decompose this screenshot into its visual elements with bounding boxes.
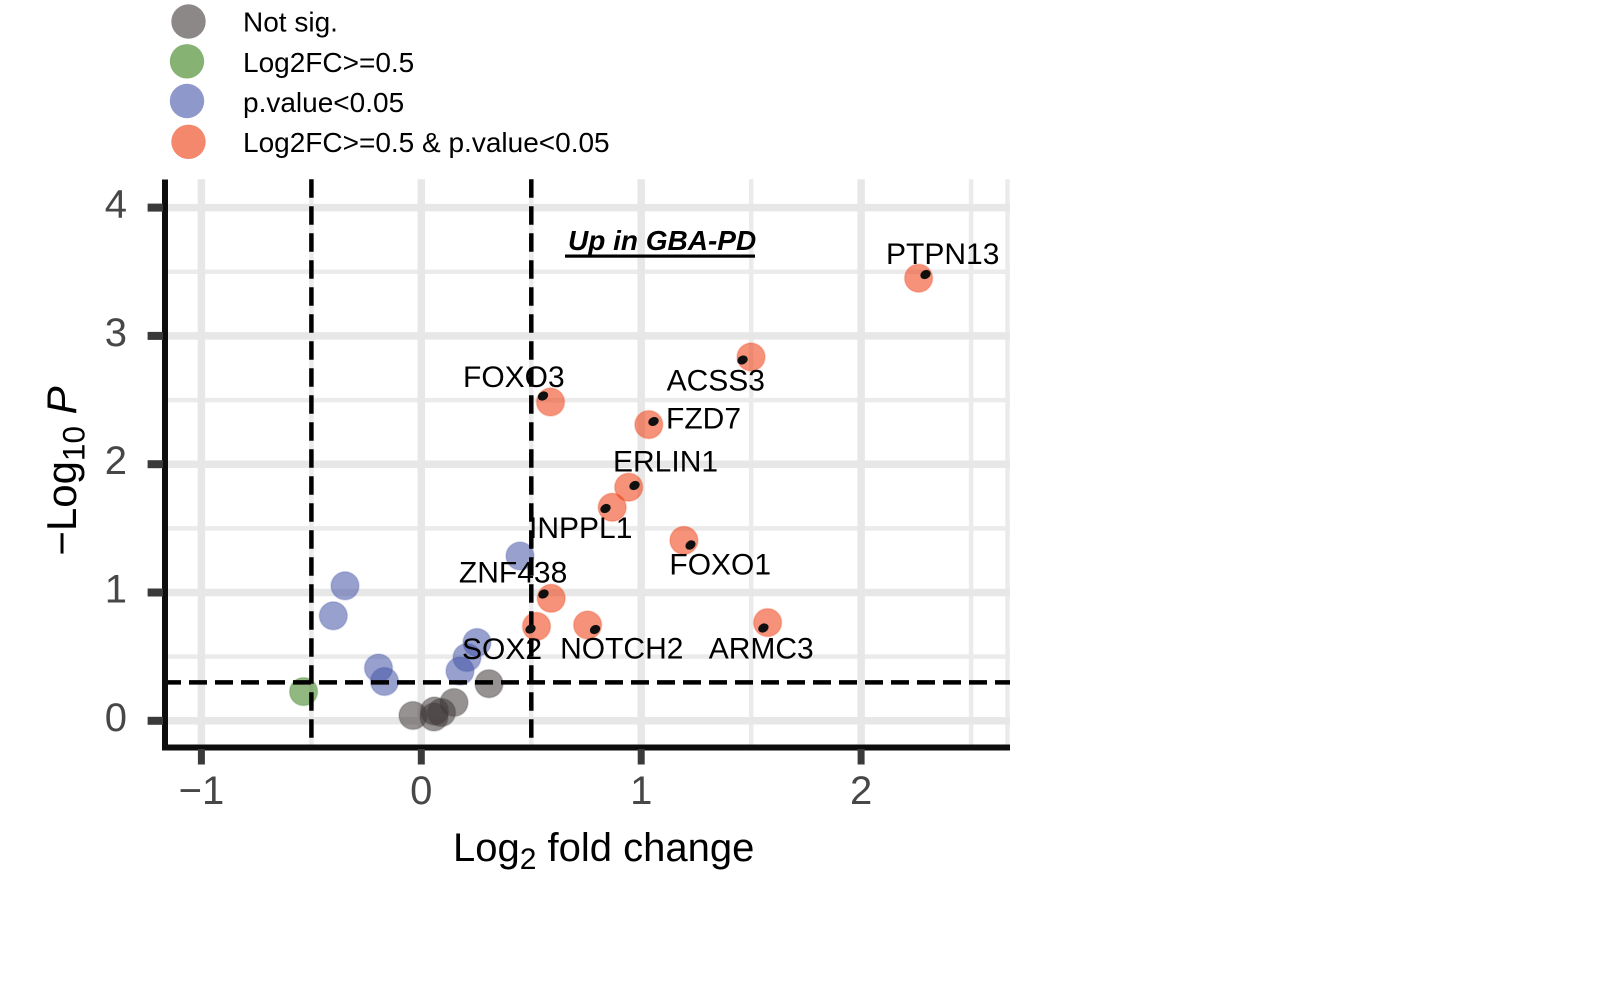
svg-text:Log2FC>=0.5: Log2FC>=0.5: [243, 47, 414, 78]
svg-text:ACSS3: ACSS3: [667, 365, 765, 398]
svg-text:p.value<0.05: p.value<0.05: [243, 87, 404, 118]
svg-text:ZNF438: ZNF438: [459, 557, 567, 590]
svg-text:INPPL1: INPPL1: [529, 512, 632, 545]
svg-text:Not sig.: Not sig.: [243, 7, 338, 38]
svg-text:3: 3: [105, 311, 127, 355]
svg-text:Log2FC>=0.5 & p.value<0.05: Log2FC>=0.5 & p.value<0.05: [243, 127, 610, 158]
svg-text:Log2 fold change: Log2 fold change: [453, 826, 754, 876]
svg-text:FZD7: FZD7: [666, 403, 741, 436]
svg-text:−1: −1: [179, 769, 225, 813]
svg-text:2: 2: [850, 769, 872, 813]
svg-text:1: 1: [105, 568, 127, 612]
svg-text:SOX2: SOX2: [462, 633, 542, 666]
svg-text:0: 0: [410, 769, 432, 813]
svg-text:PTPN13: PTPN13: [886, 238, 999, 271]
svg-text:NOTCH2: NOTCH2: [560, 632, 683, 665]
svg-text:ERLIN1: ERLIN1: [613, 446, 718, 479]
svg-text:FOXO1: FOXO1: [669, 548, 771, 581]
svg-text:ARMC3: ARMC3: [709, 632, 814, 665]
svg-text:0: 0: [105, 696, 127, 740]
svg-text:4: 4: [105, 183, 127, 227]
svg-text:Up in GBA-PD: Up in GBA-PD: [568, 225, 756, 256]
svg-text:2: 2: [105, 439, 127, 483]
svg-text:FOXO3: FOXO3: [463, 361, 565, 394]
svg-text:1: 1: [630, 769, 652, 813]
svg-text:−Log10 P: −Log10 P: [38, 386, 92, 555]
